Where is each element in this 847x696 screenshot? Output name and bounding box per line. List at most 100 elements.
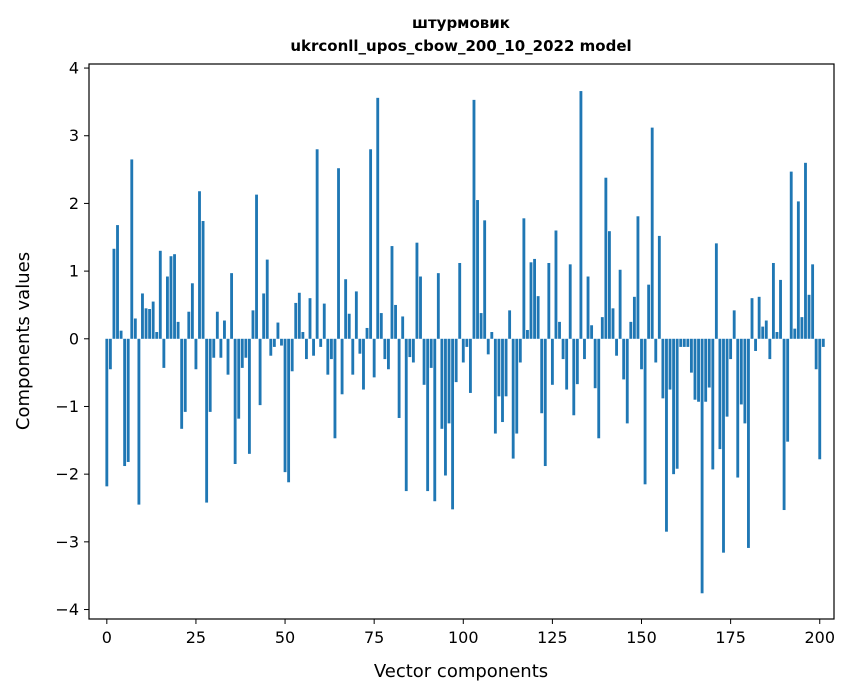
bar-component-75 [372,338,376,378]
bar-component-48 [276,322,280,339]
bar-component-108 [490,332,494,339]
bar-component-53 [294,302,298,339]
bar-component-9 [137,338,141,505]
bar-component-21 [180,338,184,429]
bar-component-61 [322,303,326,339]
bar-component-25 [194,338,198,370]
bar-component-96 [447,338,451,424]
bar-component-197 [807,294,811,339]
bar-component-161 [679,338,683,347]
bar-component-41 [251,310,255,339]
chart-title-line-1: штурмовик [412,14,510,32]
bar-component-80 [390,246,394,339]
bar-component-27 [201,221,205,339]
x-tick-label: 0 [102,628,112,647]
bar-component-179 [743,338,747,424]
bar-component-200 [818,338,822,460]
bar-component-14 [155,332,159,339]
bar-component-117 [522,218,526,339]
bar-component-87 [415,242,419,339]
y-tick-label: 0 [69,329,79,348]
bar-component-129 [565,338,569,390]
bar-component-33 [223,320,226,339]
bar-component-92 [433,338,437,502]
bar-component-104 [476,200,479,339]
bar-component-145 [622,338,626,380]
bar-component-88 [419,276,422,339]
y-axis-ticks: −4 −3 −2 −1 0 1 2 3 4 [55,59,89,619]
bar-component-3 [116,225,119,339]
bar-component-6 [126,338,130,462]
bar-component-148 [632,296,636,339]
bar-component-59 [315,149,319,339]
bar-component-127 [558,321,561,339]
bar-component-198 [811,264,815,339]
bar-component-123 [543,338,547,467]
bar-component-107 [486,338,490,355]
y-tick-label: −1 [55,397,79,416]
x-tick-label: 100 [448,628,479,647]
bar-component-164 [689,338,693,373]
bar-component-20 [176,321,180,339]
bar-component-98 [454,338,458,383]
bar-component-26 [198,191,201,339]
bar-component-132 [575,338,579,385]
bar-component-168 [704,338,708,402]
bar-component-155 [657,235,661,339]
bar-component-185 [764,320,768,339]
bar-component-66 [340,338,344,395]
bar-component-35 [230,273,234,339]
bar-component-180 [747,338,750,548]
bar-component-130 [568,264,572,339]
bar-component-126 [554,230,558,339]
bar-component-62 [326,338,330,375]
bar-component-102 [468,338,472,393]
bar-component-120 [533,258,536,339]
bar-component-0 [105,338,109,487]
x-tick-label: 150 [626,628,657,647]
bar-component-22 [183,338,187,412]
bar-component-38 [240,338,244,368]
bar-component-42 [255,194,258,339]
bar-component-65 [337,168,340,339]
bar-component-99 [458,262,462,339]
bar-component-167 [700,338,704,594]
bar-component-174 [725,338,729,417]
bar-component-149 [636,216,640,339]
bar-component-188 [775,332,779,339]
bar-component-178 [739,338,743,405]
bar-component-100 [461,338,465,363]
bar-component-137 [593,338,597,389]
y-tick-label: −3 [55,532,79,551]
bar-component-153 [650,127,654,339]
bar-component-109 [493,338,497,434]
x-axis-ticks: 0 25 50 75 100 125 150 175 200 [102,619,835,647]
bar-component-57 [308,298,312,339]
bar-component-24 [190,283,194,339]
bars [105,91,825,594]
bar-component-51 [287,338,291,483]
bar-component-196 [804,162,807,339]
bar-component-194 [796,201,800,339]
bar-component-91 [429,338,433,368]
bar-component-192 [789,171,793,339]
bar-component-125 [550,338,554,385]
bar-component-139 [600,317,604,339]
bar-component-71 [358,338,362,354]
bar-component-55 [301,332,305,339]
bar-component-190 [782,338,786,511]
bar-component-78 [383,338,387,360]
bar-component-183 [757,296,761,339]
x-tick-label: 175 [715,628,746,647]
bar-component-54 [297,292,301,339]
bar-component-15 [158,250,162,339]
bar-component-76 [376,97,380,339]
bar-component-201 [821,338,825,347]
bar-component-159 [672,338,676,475]
bar-component-171 [714,243,718,339]
x-tick-label: 25 [186,628,206,647]
bar-component-138 [597,338,601,439]
bar-component-175 [729,338,733,360]
bar-component-172 [718,338,722,450]
bar-component-143 [615,338,618,356]
